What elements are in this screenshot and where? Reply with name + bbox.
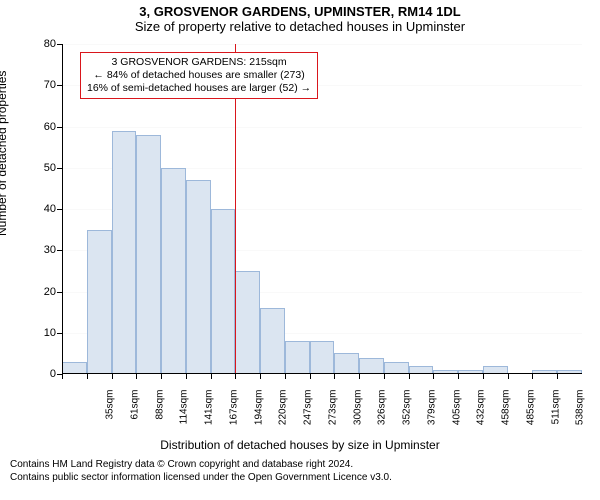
histogram-bar bbox=[260, 308, 285, 374]
histogram-bar bbox=[161, 168, 186, 374]
histogram-bar bbox=[334, 353, 359, 374]
x-tick-mark bbox=[409, 374, 410, 379]
property-infobox: 3 GROSVENOR GARDENS: 215sqm ← 84% of det… bbox=[80, 52, 318, 99]
y-tick-label: 50 bbox=[32, 162, 56, 174]
x-tick-label: 511sqm bbox=[550, 390, 561, 440]
x-tick-label: 35sqm bbox=[105, 390, 116, 440]
x-tick-label: 432sqm bbox=[476, 390, 487, 440]
x-tick-mark bbox=[112, 374, 113, 379]
x-tick-label: 61sqm bbox=[129, 390, 140, 440]
histogram-bar bbox=[310, 341, 335, 374]
x-tick-mark bbox=[235, 374, 236, 379]
y-tick-label: 60 bbox=[32, 121, 56, 133]
x-tick-label: 273sqm bbox=[327, 390, 338, 440]
x-tick-mark bbox=[334, 374, 335, 379]
histogram-bar bbox=[136, 135, 161, 374]
x-axis-line bbox=[62, 373, 582, 374]
histogram-bar bbox=[285, 341, 310, 374]
x-tick-mark bbox=[186, 374, 187, 379]
histogram-bar bbox=[112, 131, 137, 374]
x-tick-label: 88sqm bbox=[154, 390, 165, 440]
x-tick-mark bbox=[433, 374, 434, 379]
x-tick-mark bbox=[285, 374, 286, 379]
gridline bbox=[62, 44, 582, 45]
x-tick-mark bbox=[260, 374, 261, 379]
x-tick-label: 194sqm bbox=[253, 390, 264, 440]
x-axis-label: Distribution of detached houses by size … bbox=[0, 438, 600, 452]
x-tick-mark bbox=[211, 374, 212, 379]
x-tick-mark bbox=[359, 374, 360, 379]
x-tick-label: 379sqm bbox=[426, 390, 437, 440]
y-axis-line bbox=[62, 44, 63, 374]
footer-line1: Contains HM Land Registry data © Crown c… bbox=[10, 458, 590, 471]
x-tick-mark bbox=[532, 374, 533, 379]
infobox-line2: ← 84% of detached houses are smaller (27… bbox=[87, 69, 311, 82]
histogram-bar bbox=[87, 230, 112, 374]
x-tick-mark bbox=[483, 374, 484, 379]
infobox-line1: 3 GROSVENOR GARDENS: 215sqm bbox=[87, 56, 311, 69]
y-tick-label: 70 bbox=[32, 79, 56, 91]
y-tick-label: 10 bbox=[32, 327, 56, 339]
y-axis-label: Number of detached properties bbox=[0, 71, 9, 236]
x-tick-mark bbox=[87, 374, 88, 379]
x-tick-label: 220sqm bbox=[278, 390, 289, 440]
x-tick-label: 141sqm bbox=[204, 390, 215, 440]
infobox-line3: 16% of semi-detached houses are larger (… bbox=[87, 82, 311, 95]
histogram-bar bbox=[359, 358, 384, 375]
x-tick-label: 458sqm bbox=[501, 390, 512, 440]
x-tick-mark bbox=[384, 374, 385, 379]
x-tick-mark bbox=[62, 374, 63, 379]
x-tick-label: 538sqm bbox=[575, 390, 586, 440]
y-tick-label: 30 bbox=[32, 244, 56, 256]
footer-attribution: Contains HM Land Registry data © Crown c… bbox=[0, 452, 600, 484]
chart-container: Number of detached properties 0 10 20 30 40 5… bbox=[0, 36, 600, 436]
x-tick-label: 300sqm bbox=[352, 390, 363, 440]
x-tick-label: 247sqm bbox=[303, 390, 314, 440]
x-tick-mark bbox=[458, 374, 459, 379]
footer-line2: Contains public sector information licen… bbox=[10, 471, 590, 484]
chart-title-address: 3, GROSVENOR GARDENS, UPMINSTER, RM14 1D… bbox=[0, 0, 600, 19]
y-tick-label: 0 bbox=[32, 368, 56, 380]
x-tick-mark bbox=[557, 374, 558, 379]
chart-title-sub: Size of property relative to detached ho… bbox=[0, 19, 600, 36]
histogram-bar bbox=[186, 180, 211, 374]
x-tick-mark bbox=[310, 374, 311, 379]
x-tick-label: 405sqm bbox=[451, 390, 462, 440]
x-tick-label: 114sqm bbox=[179, 390, 190, 440]
x-tick-label: 485sqm bbox=[525, 390, 536, 440]
y-tick-label: 40 bbox=[32, 203, 56, 215]
y-tick-label: 80 bbox=[32, 38, 56, 50]
x-tick-label: 167sqm bbox=[228, 390, 239, 440]
x-tick-mark bbox=[136, 374, 137, 379]
gridline bbox=[62, 127, 582, 128]
x-tick-label: 352sqm bbox=[402, 390, 413, 440]
plot-area: 3 GROSVENOR GARDENS: 215sqm ← 84% of det… bbox=[62, 44, 582, 374]
histogram-bar bbox=[235, 271, 260, 374]
x-tick-label: 326sqm bbox=[377, 390, 388, 440]
x-tick-mark bbox=[508, 374, 509, 379]
x-tick-mark bbox=[161, 374, 162, 379]
y-tick-label: 20 bbox=[32, 286, 56, 298]
histogram-bar bbox=[211, 209, 236, 374]
